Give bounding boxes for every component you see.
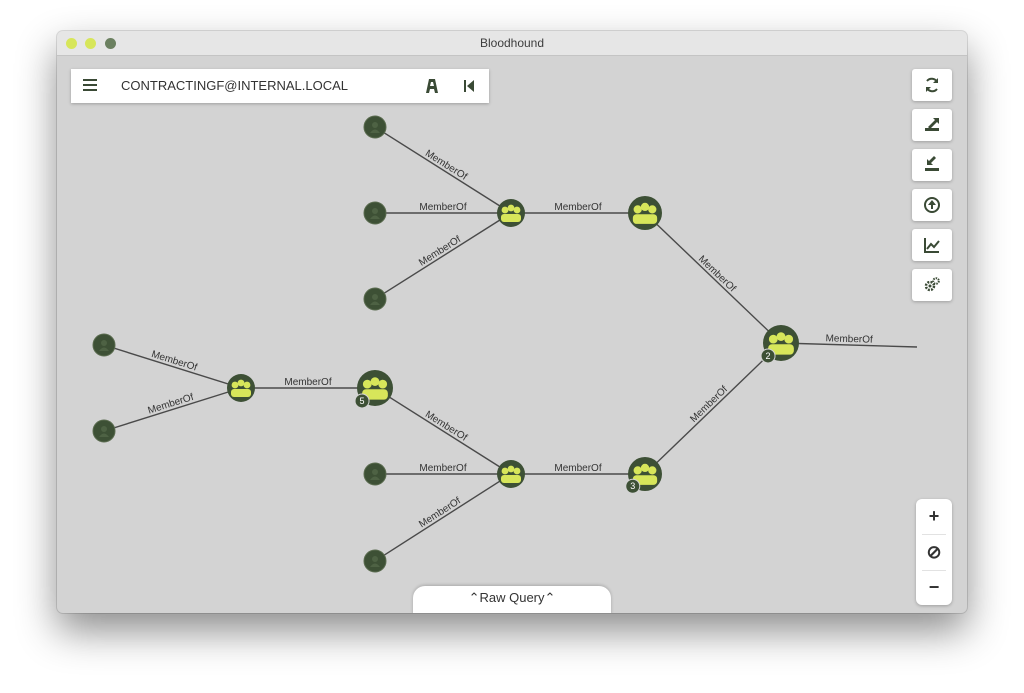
- minimize-window-button[interactable]: [85, 38, 96, 49]
- close-window-button[interactable]: [66, 38, 77, 49]
- edge-gG-gI[interactable]: [780, 342, 918, 348]
- edge-label: MemberOf: [688, 384, 730, 425]
- edge-label: MemberOf: [419, 463, 466, 474]
- stats-icon: [924, 238, 940, 253]
- zoom-out-button[interactable]: −: [928, 577, 940, 597]
- settings-button[interactable]: [912, 269, 952, 301]
- edge-label: MemberOf: [147, 392, 196, 417]
- edge-label: MemberOf: [284, 377, 331, 388]
- pathfinding-icon[interactable]: [424, 78, 440, 94]
- edge-label: MemberOf: [423, 409, 469, 444]
- menu-icon[interactable]: [83, 79, 97, 93]
- group-node-gD[interactable]: 5: [354, 370, 393, 409]
- user-node-u5[interactable]: [92, 419, 116, 443]
- group-node-gC[interactable]: [227, 374, 255, 402]
- edge-label: MemberOf: [554, 463, 601, 474]
- group-node-gB[interactable]: [628, 196, 662, 230]
- window-title: Bloodhound: [479, 36, 545, 50]
- maximize-window-button[interactable]: [105, 38, 116, 49]
- edge-label: MemberOf: [554, 202, 601, 213]
- user-node-u7[interactable]: [363, 549, 387, 573]
- edge-u1-gA[interactable]: [374, 126, 512, 214]
- stats-button[interactable]: [912, 229, 952, 261]
- zoom-in-button[interactable]: +: [928, 506, 940, 526]
- edge-label: MemberOf: [150, 349, 199, 374]
- edge-label: MemberOf: [423, 148, 469, 183]
- search-bar: CONTRACTINGF@INTERNAL.LOCAL: [71, 69, 489, 103]
- refresh-button[interactable]: [912, 69, 952, 101]
- edge-label: MemberOf: [419, 202, 466, 213]
- user-node-u1[interactable]: [363, 115, 387, 139]
- settings-icon: [924, 277, 940, 292]
- user-node-u4[interactable]: [92, 333, 116, 357]
- group-node-gF[interactable]: 3: [625, 457, 662, 494]
- edge-u7-gE[interactable]: [374, 473, 512, 562]
- import-icon: [925, 156, 939, 171]
- upload-icon: [924, 197, 940, 213]
- refresh-icon: [926, 77, 938, 93]
- edge-label: MemberOf: [825, 333, 873, 345]
- upload-button[interactable]: [912, 189, 952, 221]
- back-icon[interactable]: [462, 78, 476, 94]
- zoom-reset-button[interactable]: ⊘: [926, 542, 942, 562]
- user-node-u3[interactable]: [363, 287, 387, 311]
- group-node-gE[interactable]: [497, 460, 525, 488]
- zoom-controls: + ⊘ −: [916, 499, 952, 605]
- raw-query-toggle[interactable]: ⌃Raw Query⌃: [413, 586, 611, 613]
- user-node-u6[interactable]: [363, 462, 387, 486]
- edge-label: MemberOf: [696, 254, 738, 295]
- export-icon: [925, 118, 939, 131]
- app-window: Bloodhound MemberOf MemberOf MemberOf Membe…: [57, 31, 967, 613]
- edge-u5-gC[interactable]: [103, 387, 242, 432]
- search-input[interactable]: CONTRACTINGF@INTERNAL.LOCAL: [121, 78, 348, 93]
- graph-canvas[interactable]: MemberOf MemberOf MemberOf MemberOf MemberOf…: [57, 31, 967, 613]
- group-node-gG[interactable]: 2: [760, 325, 799, 364]
- edge-label: MemberOf: [417, 234, 463, 269]
- edge-u3-gA[interactable]: [374, 212, 512, 300]
- import-button[interactable]: [912, 149, 952, 181]
- title-bar: Bloodhound: [57, 31, 967, 56]
- export-button[interactable]: [912, 109, 952, 141]
- group-node-gA[interactable]: [497, 199, 525, 227]
- node-badge-count: 3: [630, 481, 635, 491]
- edge-label: MemberOf: [417, 495, 463, 530]
- edge-gF-gG[interactable]: [644, 342, 782, 475]
- node-badge-count: 2: [766, 351, 771, 361]
- user-node-u2[interactable]: [363, 201, 387, 225]
- edge-gD-gE[interactable]: [374, 387, 512, 475]
- node-badge-count: 5: [360, 396, 365, 406]
- edge-gB-gG[interactable]: [644, 212, 782, 344]
- edge-u4-gC[interactable]: [103, 344, 242, 389]
